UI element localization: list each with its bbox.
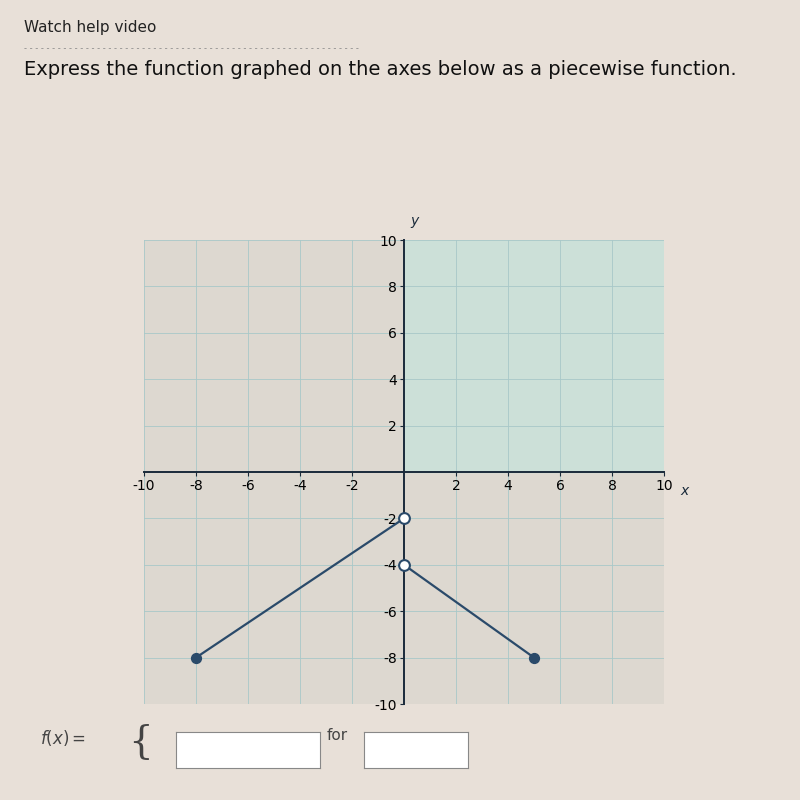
Point [528,651,541,664]
Text: Watch help video: Watch help video [24,20,156,35]
Text: $f(x) =$: $f(x) =$ [40,728,86,748]
Text: - - - - - - - - - - - - - - - - - - - - - - - - - - - - - - - - - - - - - - - - : - - - - - - - - - - - - - - - - - - - - … [24,44,362,53]
Text: {: { [128,724,153,761]
Text: Express the function graphed on the axes below as a piecewise function.: Express the function graphed on the axes… [24,60,737,79]
Text: y: y [410,214,418,229]
Point [398,512,410,525]
Text: x: x [681,483,689,498]
Point [190,651,202,664]
Bar [404,240,664,472]
Text: for: for [326,728,347,743]
Point [398,558,410,571]
